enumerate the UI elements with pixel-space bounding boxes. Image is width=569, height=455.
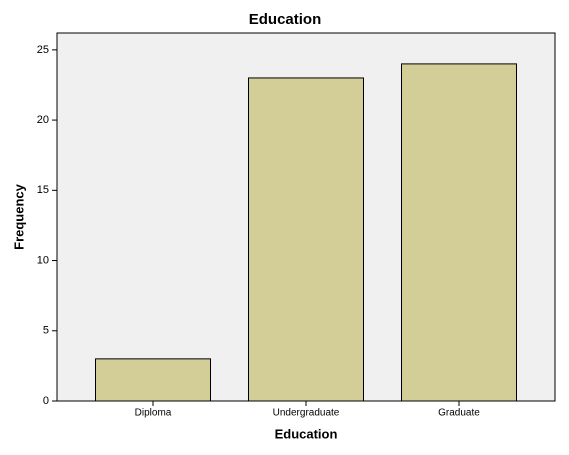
y-tick-label: 25	[37, 44, 49, 56]
x-axis-label: Education	[275, 426, 338, 441]
x-tick-label: Undergraduate	[273, 408, 340, 419]
y-tick-label: 20	[37, 114, 49, 126]
bar	[248, 77, 364, 402]
x-tick-label: Graduate	[438, 408, 480, 419]
y-axis-label: Frequency	[11, 183, 26, 250]
chart-title: Education	[249, 11, 322, 28]
y-tick-label: 0	[43, 395, 49, 407]
y-tick-label: 10	[37, 254, 49, 266]
y-tick-label: 5	[43, 325, 49, 337]
x-tick-label: Diploma	[135, 408, 172, 419]
y-tick-label: 15	[37, 184, 49, 196]
bar	[95, 358, 211, 402]
bar	[401, 63, 517, 402]
